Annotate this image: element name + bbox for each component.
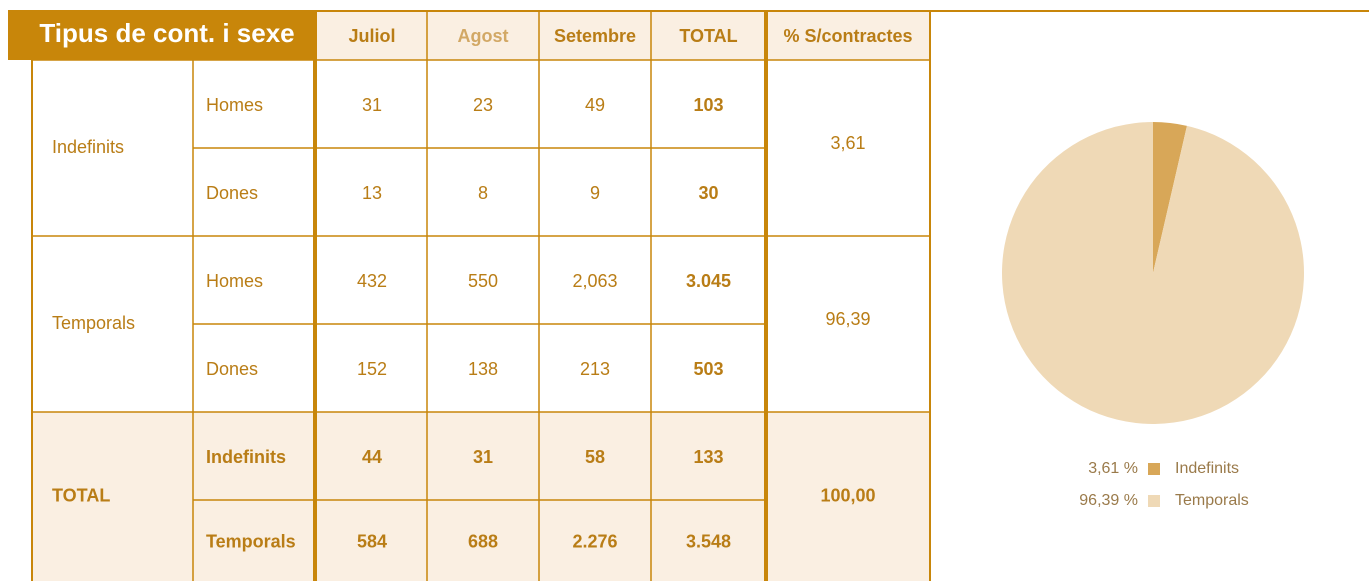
cell: 213 [580, 359, 610, 379]
cell: 31 [362, 95, 382, 115]
group-label: Indefinits [52, 137, 124, 157]
legend-swatch [1148, 463, 1160, 475]
row-label: Indefinits [206, 447, 286, 467]
cell: 2.276 [572, 531, 617, 551]
pct-cell: 96,39 [825, 309, 870, 329]
pct-cell: 100,00 [820, 485, 875, 505]
cell: 432 [357, 271, 387, 291]
cell: 31 [473, 447, 493, 467]
legend-label: Indefinits [1175, 460, 1239, 477]
column-header: TOTAL [679, 26, 737, 46]
pct-cell: 3,61 [830, 133, 865, 153]
pie-slice [1002, 122, 1304, 425]
cell: 103 [693, 95, 723, 115]
cell: 584 [357, 531, 387, 551]
legend-value: 96,39 % [1079, 492, 1138, 509]
legend-value: 3,61 % [1088, 460, 1138, 477]
cell: 44 [362, 447, 382, 467]
cell: 688 [468, 531, 498, 551]
total-bg [32, 412, 930, 581]
cell: 58 [585, 447, 605, 467]
cell: 550 [468, 271, 498, 291]
cell: 138 [468, 359, 498, 379]
cell: 8 [478, 183, 488, 203]
legend-swatch [1148, 495, 1160, 507]
cell: 2,063 [572, 271, 617, 291]
cell: 23 [473, 95, 493, 115]
title-box [8, 10, 315, 60]
cell: 13 [362, 183, 382, 203]
cell: 9 [590, 183, 600, 203]
cell: 49 [585, 95, 605, 115]
table-title: Tipus de cont. i sexe [39, 18, 294, 48]
group-label: Temporals [52, 313, 135, 333]
cell: 3.045 [686, 271, 731, 291]
cell: 3.548 [686, 531, 731, 551]
row-label: Dones [206, 183, 258, 203]
header-bg [317, 12, 930, 60]
row-label: Dones [206, 359, 258, 379]
cell: 503 [693, 359, 723, 379]
column-header: Setembre [554, 26, 636, 46]
row-label: Homes [206, 271, 263, 291]
pie-slice [1153, 122, 1187, 273]
cell: 152 [357, 359, 387, 379]
legend-label: Temporals [1175, 492, 1249, 509]
cell: 30 [698, 183, 718, 203]
cell: 133 [693, 447, 723, 467]
row-label: Homes [206, 95, 263, 115]
group-label: TOTAL [52, 485, 110, 505]
column-header: % S/contractes [783, 26, 912, 46]
row-label: Temporals [206, 531, 296, 551]
column-header: Juliol [348, 26, 395, 46]
column-header: Agost [458, 26, 509, 46]
